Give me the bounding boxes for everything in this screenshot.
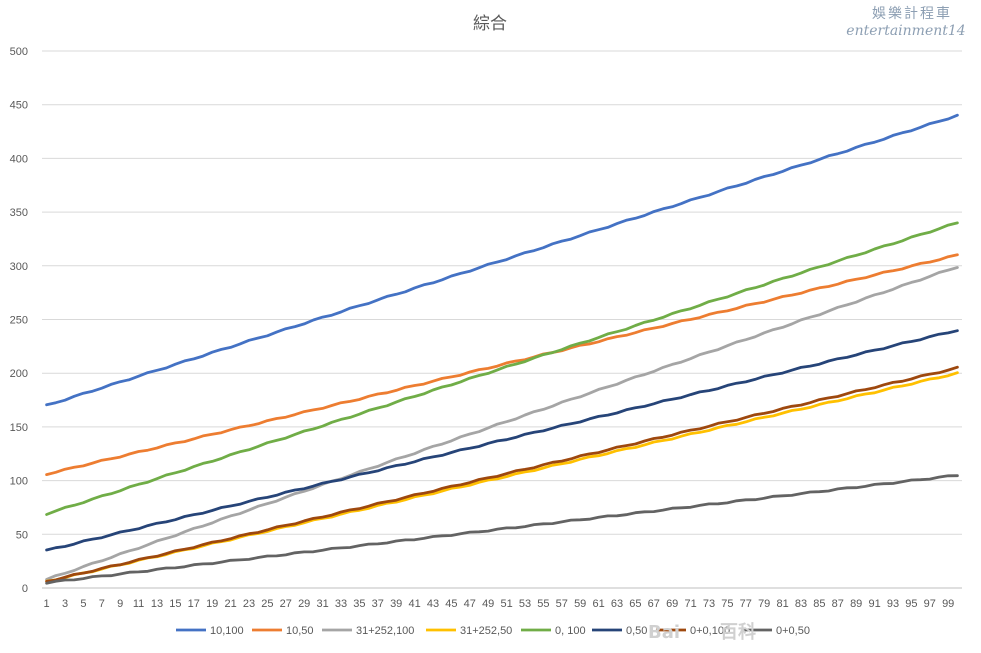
x-tick-label: 71 [684,598,696,610]
y-tick-label: 100 [10,476,28,488]
x-tick-label: 73 [703,598,715,610]
x-tick-label: 25 [261,598,273,610]
x-tick-label: 91 [868,598,880,610]
series-line [45,266,959,581]
x-tick-label: 95 [905,598,917,610]
legend-label: 10,50 [286,625,314,637]
y-tick-label: 500 [10,46,28,58]
y-tick-label: 450 [10,100,28,112]
series-line [45,474,959,585]
legend-label: 0+0,100 [690,625,730,637]
watermark: 娛樂計程車 entertainment14 Bai 百科 [648,5,966,643]
y-tick-label: 350 [10,207,28,219]
gridlines [42,50,962,589]
series-line [45,329,959,552]
x-tick-label: 67 [648,598,660,610]
y-tick-label: 150 [10,422,28,434]
x-tick-label: 81 [776,598,788,610]
x-tick-label: 89 [850,598,862,610]
y-tick-label: 250 [10,315,28,327]
x-tick-label: 29 [298,598,310,610]
x-tick-label: 7 [99,598,105,610]
x-tick-label: 31 [316,598,328,610]
x-tick-label: 39 [390,598,402,610]
x-tick-label: 15 [169,598,181,610]
x-tick-label: 33 [335,598,347,610]
x-tick-label: 53 [519,598,531,610]
series-line [45,221,959,516]
x-tick-label: 47 [464,598,476,610]
y-tick-label: 400 [10,153,28,165]
x-tick-label: 61 [592,598,604,610]
watermark-line1: 娛樂計程車 [872,5,952,22]
x-tick-label: 51 [500,598,512,610]
baidu-watermark: Bai [648,622,680,643]
x-tick-label: 23 [243,598,255,610]
x-tick-label: 59 [574,598,586,610]
x-tick-label: 77 [740,598,752,610]
series-lines [45,113,959,585]
x-tick-label: 87 [832,598,844,610]
x-tick-label: 43 [427,598,439,610]
x-tick-label: 3 [62,598,68,610]
x-tick-label: 19 [206,598,218,610]
series-line [45,365,959,583]
x-tick-label: 21 [224,598,236,610]
legend-label: 0,50 [626,625,647,637]
x-tick-label: 49 [482,598,494,610]
x-tick-label: 57 [556,598,568,610]
legend: 10,100 10,50 31+252,100 31+252,50 0, 100 0,50… [176,625,810,637]
chart-title: 綜合 [473,14,507,34]
x-tick-label: 75 [721,598,733,610]
watermark-line2: entertainment14 [846,23,965,39]
legend-label: 0, 100 [555,625,586,637]
x-tick-label: 45 [445,598,457,610]
x-tick-label: 41 [408,598,420,610]
x-tick-label: 97 [924,598,936,610]
x-tick-label: 65 [629,598,641,610]
x-tick-label: 11 [133,598,144,610]
x-axis-tick-labels: 1 3 5 7 9 11 13 15 17 19 21 23 25 27 29 31 33 35 37 39 41 43 4… [44,598,955,610]
legend-label: 10,100 [210,625,244,637]
x-tick-label: 27 [280,598,292,610]
legend-label: 31+252,50 [460,625,512,637]
y-tick-label: 50 [16,529,28,541]
series-line [45,113,959,407]
x-tick-label: 93 [887,598,899,610]
y-tick-label: 200 [10,368,28,380]
x-tick-label: 35 [353,598,365,610]
series-line [45,253,959,477]
x-tick-label: 9 [117,598,123,610]
x-tick-label: 79 [758,598,770,610]
x-tick-label: 37 [372,598,384,610]
x-tick-label: 5 [80,598,86,610]
y-axis-tick-labels: 0 50 100 150 200 250 300 350 400 450 500 [10,46,28,595]
x-tick-label: 83 [795,598,807,610]
y-tick-label: 0 [22,583,28,595]
legend-label: 0+0,50 [776,625,810,637]
baidu-watermark-suffix: 百科 [720,621,756,643]
x-tick-label: 63 [611,598,623,610]
x-tick-label: 69 [666,598,678,610]
x-tick-label: 99 [942,598,954,610]
y-tick-label: 300 [10,261,28,273]
x-tick-label: 85 [813,598,825,610]
x-tick-label: 1 [44,598,50,610]
x-tick-label: 55 [537,598,549,610]
legend-label: 31+252,100 [356,625,414,637]
x-tick-label: 17 [188,598,200,610]
x-tick-label: 13 [151,598,163,610]
